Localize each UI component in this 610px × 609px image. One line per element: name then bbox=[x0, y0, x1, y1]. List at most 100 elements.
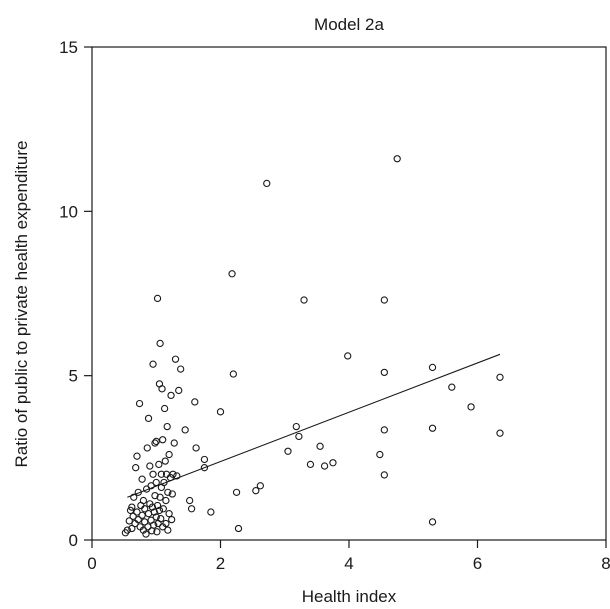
data-point bbox=[380, 426, 388, 434]
x-tick-label: 8 bbox=[601, 554, 610, 573]
data-point bbox=[150, 508, 158, 516]
data-point bbox=[393, 155, 401, 163]
data-point bbox=[152, 478, 160, 487]
data-point bbox=[187, 505, 196, 513]
data-point bbox=[160, 478, 168, 487]
x-tick-label: 6 bbox=[473, 554, 482, 573]
data-point bbox=[177, 365, 185, 373]
data-point bbox=[149, 470, 157, 478]
data-point bbox=[125, 517, 133, 525]
data-point bbox=[149, 360, 157, 368]
data-point bbox=[171, 355, 180, 363]
data-point bbox=[155, 460, 163, 469]
data-point bbox=[141, 505, 149, 513]
y-axis: 0 5 10 15 bbox=[59, 38, 92, 550]
data-point bbox=[192, 444, 200, 452]
data-point bbox=[155, 506, 164, 515]
data-point bbox=[191, 398, 199, 406]
data-point bbox=[169, 470, 177, 478]
data-point bbox=[252, 487, 260, 495]
data-point bbox=[232, 488, 241, 496]
data-point bbox=[329, 459, 337, 467]
data-point bbox=[146, 462, 154, 470]
y-tick-label: 10 bbox=[59, 202, 78, 221]
data-point bbox=[300, 296, 308, 304]
plot-border bbox=[91, 46, 607, 541]
data-point bbox=[216, 408, 225, 416]
data-point bbox=[292, 422, 300, 431]
fit-line bbox=[127, 353, 501, 498]
data-point bbox=[228, 270, 236, 278]
data-point bbox=[164, 488, 172, 496]
data-point bbox=[138, 511, 146, 519]
data-point bbox=[162, 519, 170, 528]
data-point bbox=[167, 391, 175, 400]
data-point bbox=[316, 442, 324, 450]
data-point bbox=[135, 399, 144, 408]
data-point bbox=[143, 444, 151, 452]
data-point bbox=[161, 457, 169, 465]
x-axis: 0 2 4 6 8 bbox=[87, 540, 610, 573]
data-point bbox=[158, 385, 166, 393]
data-point bbox=[344, 352, 352, 360]
y-tick-label: 5 bbox=[69, 367, 78, 386]
data-points bbox=[121, 155, 504, 538]
data-point bbox=[144, 414, 153, 423]
data-point bbox=[496, 373, 504, 381]
y-tick-label: 15 bbox=[59, 38, 78, 57]
data-point bbox=[142, 530, 150, 538]
data-point bbox=[306, 460, 315, 469]
data-point bbox=[152, 513, 160, 521]
y-tick-label: 0 bbox=[69, 531, 78, 550]
data-point bbox=[159, 436, 167, 444]
x-axis-label: Health index bbox=[302, 587, 397, 606]
data-point bbox=[153, 501, 162, 510]
plot-area bbox=[91, 46, 607, 541]
data-point bbox=[157, 470, 166, 478]
data-point bbox=[207, 508, 215, 516]
data-point bbox=[263, 179, 271, 188]
data-point bbox=[123, 526, 131, 534]
data-point bbox=[160, 404, 169, 413]
data-point bbox=[151, 491, 159, 500]
data-point bbox=[295, 432, 303, 441]
data-point bbox=[132, 464, 140, 472]
data-point bbox=[234, 524, 243, 533]
data-point bbox=[256, 482, 264, 490]
y-axis-label: Ratio of public to private health expend… bbox=[12, 141, 31, 468]
data-point bbox=[284, 447, 292, 455]
data-point bbox=[147, 482, 155, 490]
data-point bbox=[162, 496, 170, 505]
data-point bbox=[229, 370, 237, 378]
data-point bbox=[130, 493, 138, 501]
data-point bbox=[428, 518, 437, 526]
data-point bbox=[126, 506, 135, 515]
data-point bbox=[156, 493, 164, 501]
data-point bbox=[129, 512, 137, 520]
data-point bbox=[159, 505, 167, 513]
data-point bbox=[128, 503, 136, 511]
data-point bbox=[153, 294, 162, 303]
data-point bbox=[157, 514, 165, 523]
data-point bbox=[134, 515, 142, 524]
data-point bbox=[163, 422, 171, 431]
data-point bbox=[151, 439, 159, 447]
data-point bbox=[164, 526, 172, 534]
data-point bbox=[139, 496, 148, 505]
x-tick-label: 0 bbox=[87, 554, 96, 573]
data-point bbox=[156, 339, 164, 348]
regression-line bbox=[127, 353, 501, 498]
data-point bbox=[380, 296, 388, 304]
data-point bbox=[175, 386, 183, 395]
x-tick-label: 4 bbox=[344, 554, 353, 573]
data-point bbox=[168, 490, 176, 498]
data-point bbox=[168, 515, 176, 524]
data-point bbox=[448, 383, 456, 391]
data-point bbox=[320, 462, 329, 470]
data-point bbox=[128, 524, 136, 533]
data-point bbox=[186, 496, 194, 505]
data-point bbox=[200, 455, 209, 464]
data-point bbox=[150, 521, 158, 529]
data-point bbox=[144, 510, 153, 518]
